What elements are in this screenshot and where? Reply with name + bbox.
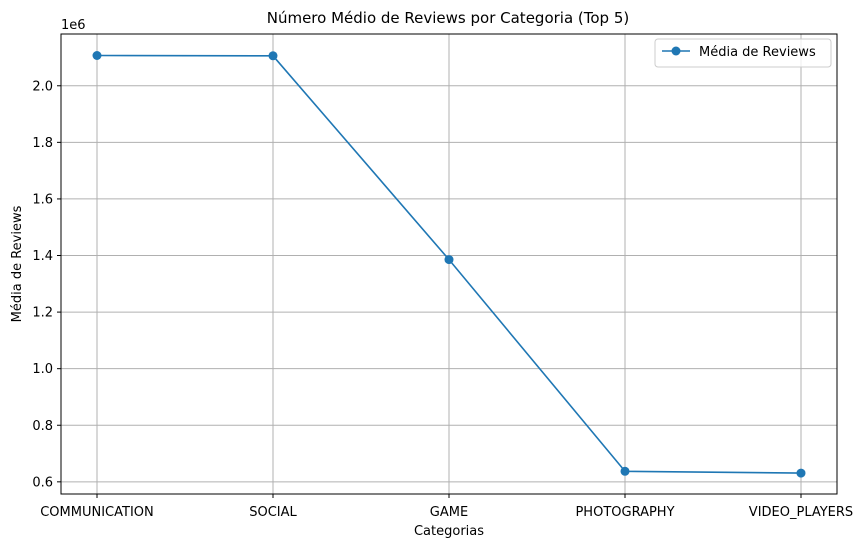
y-tick-label: 1.8 bbox=[32, 136, 53, 151]
x-tick-label: COMMUNICATION bbox=[40, 505, 154, 520]
data-point bbox=[620, 466, 630, 476]
x-tick-label: SOCIAL bbox=[249, 505, 297, 520]
y-tick-label: 1.0 bbox=[32, 362, 53, 377]
legend-marker-swatch bbox=[671, 46, 681, 56]
y-tick-label: 0.6 bbox=[32, 475, 53, 490]
y-tick-label: 1.6 bbox=[32, 192, 53, 207]
y-axis-label: Média de Reviews bbox=[10, 205, 25, 322]
x-tick-label: VIDEO_PLAYERS bbox=[749, 505, 853, 520]
x-tick-label: PHOTOGRAPHY bbox=[575, 505, 674, 520]
data-point bbox=[92, 51, 102, 60]
chart-title: Número Médio de Reviews por Categoria (T… bbox=[267, 9, 630, 27]
y-tick-label: 1.4 bbox=[32, 249, 53, 264]
data-point bbox=[268, 51, 278, 61]
data-point bbox=[444, 255, 454, 265]
y-offset-label: 1e6 bbox=[61, 18, 86, 33]
x-axis-label: Categorias bbox=[414, 524, 484, 539]
y-tick-label: 1.2 bbox=[32, 306, 53, 321]
grid bbox=[61, 34, 837, 494]
legend: Média de Reviews bbox=[654, 38, 832, 68]
axis-ticks: COMMUNICATION SOCIAL GAME PHOTOGRAPHY VIDEO_… bbox=[32, 79, 853, 520]
x-tick-label: GAME bbox=[430, 505, 468, 520]
y-tick-label: 2.0 bbox=[32, 79, 53, 94]
legend-box bbox=[654, 38, 832, 68]
data-point bbox=[796, 468, 806, 478]
series-layer bbox=[92, 51, 806, 478]
y-tick-label: 0.8 bbox=[32, 419, 53, 434]
legend-entry-label: Média de Reviews bbox=[699, 45, 816, 60]
